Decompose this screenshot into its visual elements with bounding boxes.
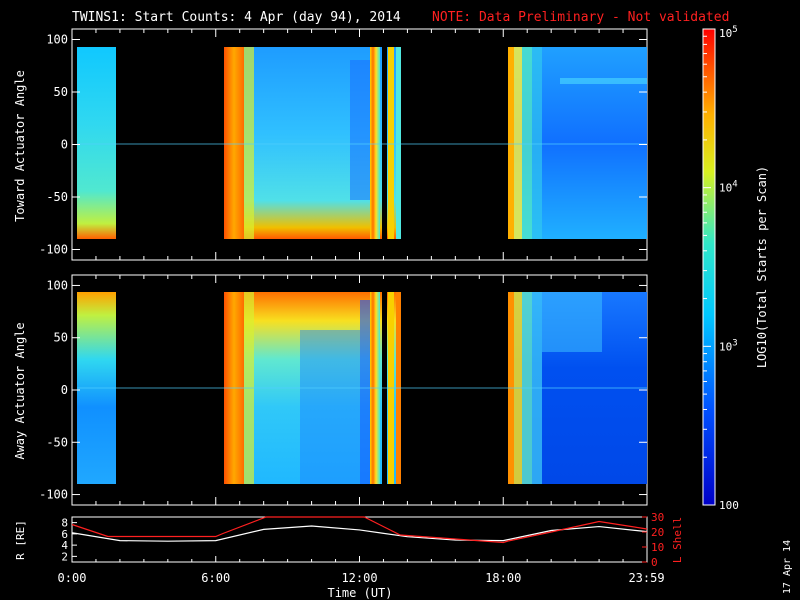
y-tick-label: -100	[39, 488, 68, 502]
panel-toward	[71, 28, 648, 261]
y-axis-label-r: R [RE]	[14, 520, 27, 560]
colorbar-label: LOG10(Total Starts per Scan)	[755, 166, 769, 368]
lshell-tick-label: 30	[651, 511, 664, 524]
x-tick-label: 12:00	[341, 571, 377, 585]
data-gap	[382, 47, 387, 239]
y-tick-label: -50	[46, 435, 68, 449]
y-tick-label: 0	[61, 383, 68, 397]
y-axis-label-lshell: L Shell	[671, 517, 684, 563]
y-axis-label-toward: Toward Actuator Angle	[13, 70, 27, 222]
panel-away	[71, 274, 648, 506]
colorbar-tick-label: 103	[719, 338, 738, 353]
x-tick-label: 6:00	[201, 571, 230, 585]
x-tick-label: 18:00	[485, 571, 521, 585]
x-tick-label: 0:00	[58, 571, 87, 585]
y-tick-label: 100	[46, 278, 68, 292]
r-tick-label: 2	[61, 550, 68, 563]
lshell-tick-label: 0	[651, 556, 658, 569]
data-gap	[382, 292, 387, 484]
y-axis-label-away: Away Actuator Angle	[13, 322, 27, 459]
colorbar: 105 104 103 100	[702, 25, 739, 512]
y-tick-label: -50	[46, 190, 68, 204]
colorbar-tick-label: 105	[719, 25, 738, 40]
generation-date: 17 Apr 14	[782, 540, 793, 594]
r-tick-label: 4	[61, 539, 68, 552]
y-tick-label: 50	[54, 331, 68, 345]
y-tick-label: 0	[61, 138, 68, 152]
data-block-1	[77, 292, 116, 484]
colorbar-tick-label: 100	[719, 499, 739, 512]
x-tick-label: 23:59	[628, 571, 664, 585]
y-tick-label: -100	[39, 243, 68, 257]
r-tick-label: 6	[61, 528, 68, 541]
data-block-1	[77, 47, 116, 239]
lshell-series-line	[71, 516, 648, 544]
x-axis-label: Time (UT)	[327, 586, 392, 600]
y-tick-label: 50	[54, 85, 68, 99]
chart-title: TWINS1: Start Counts: 4 Apr (day 94), 20…	[72, 10, 401, 25]
r-tick-label: 8	[61, 517, 68, 530]
preliminary-note: NOTE: Data Preliminary - Not validated	[432, 10, 729, 25]
colorbar-tick-label: 104	[719, 180, 738, 195]
lshell-tick-label: 20	[651, 526, 664, 539]
y-tick-label: 100	[46, 33, 68, 47]
r-series-line	[71, 525, 648, 542]
lshell-tick-label: 10	[651, 541, 664, 554]
